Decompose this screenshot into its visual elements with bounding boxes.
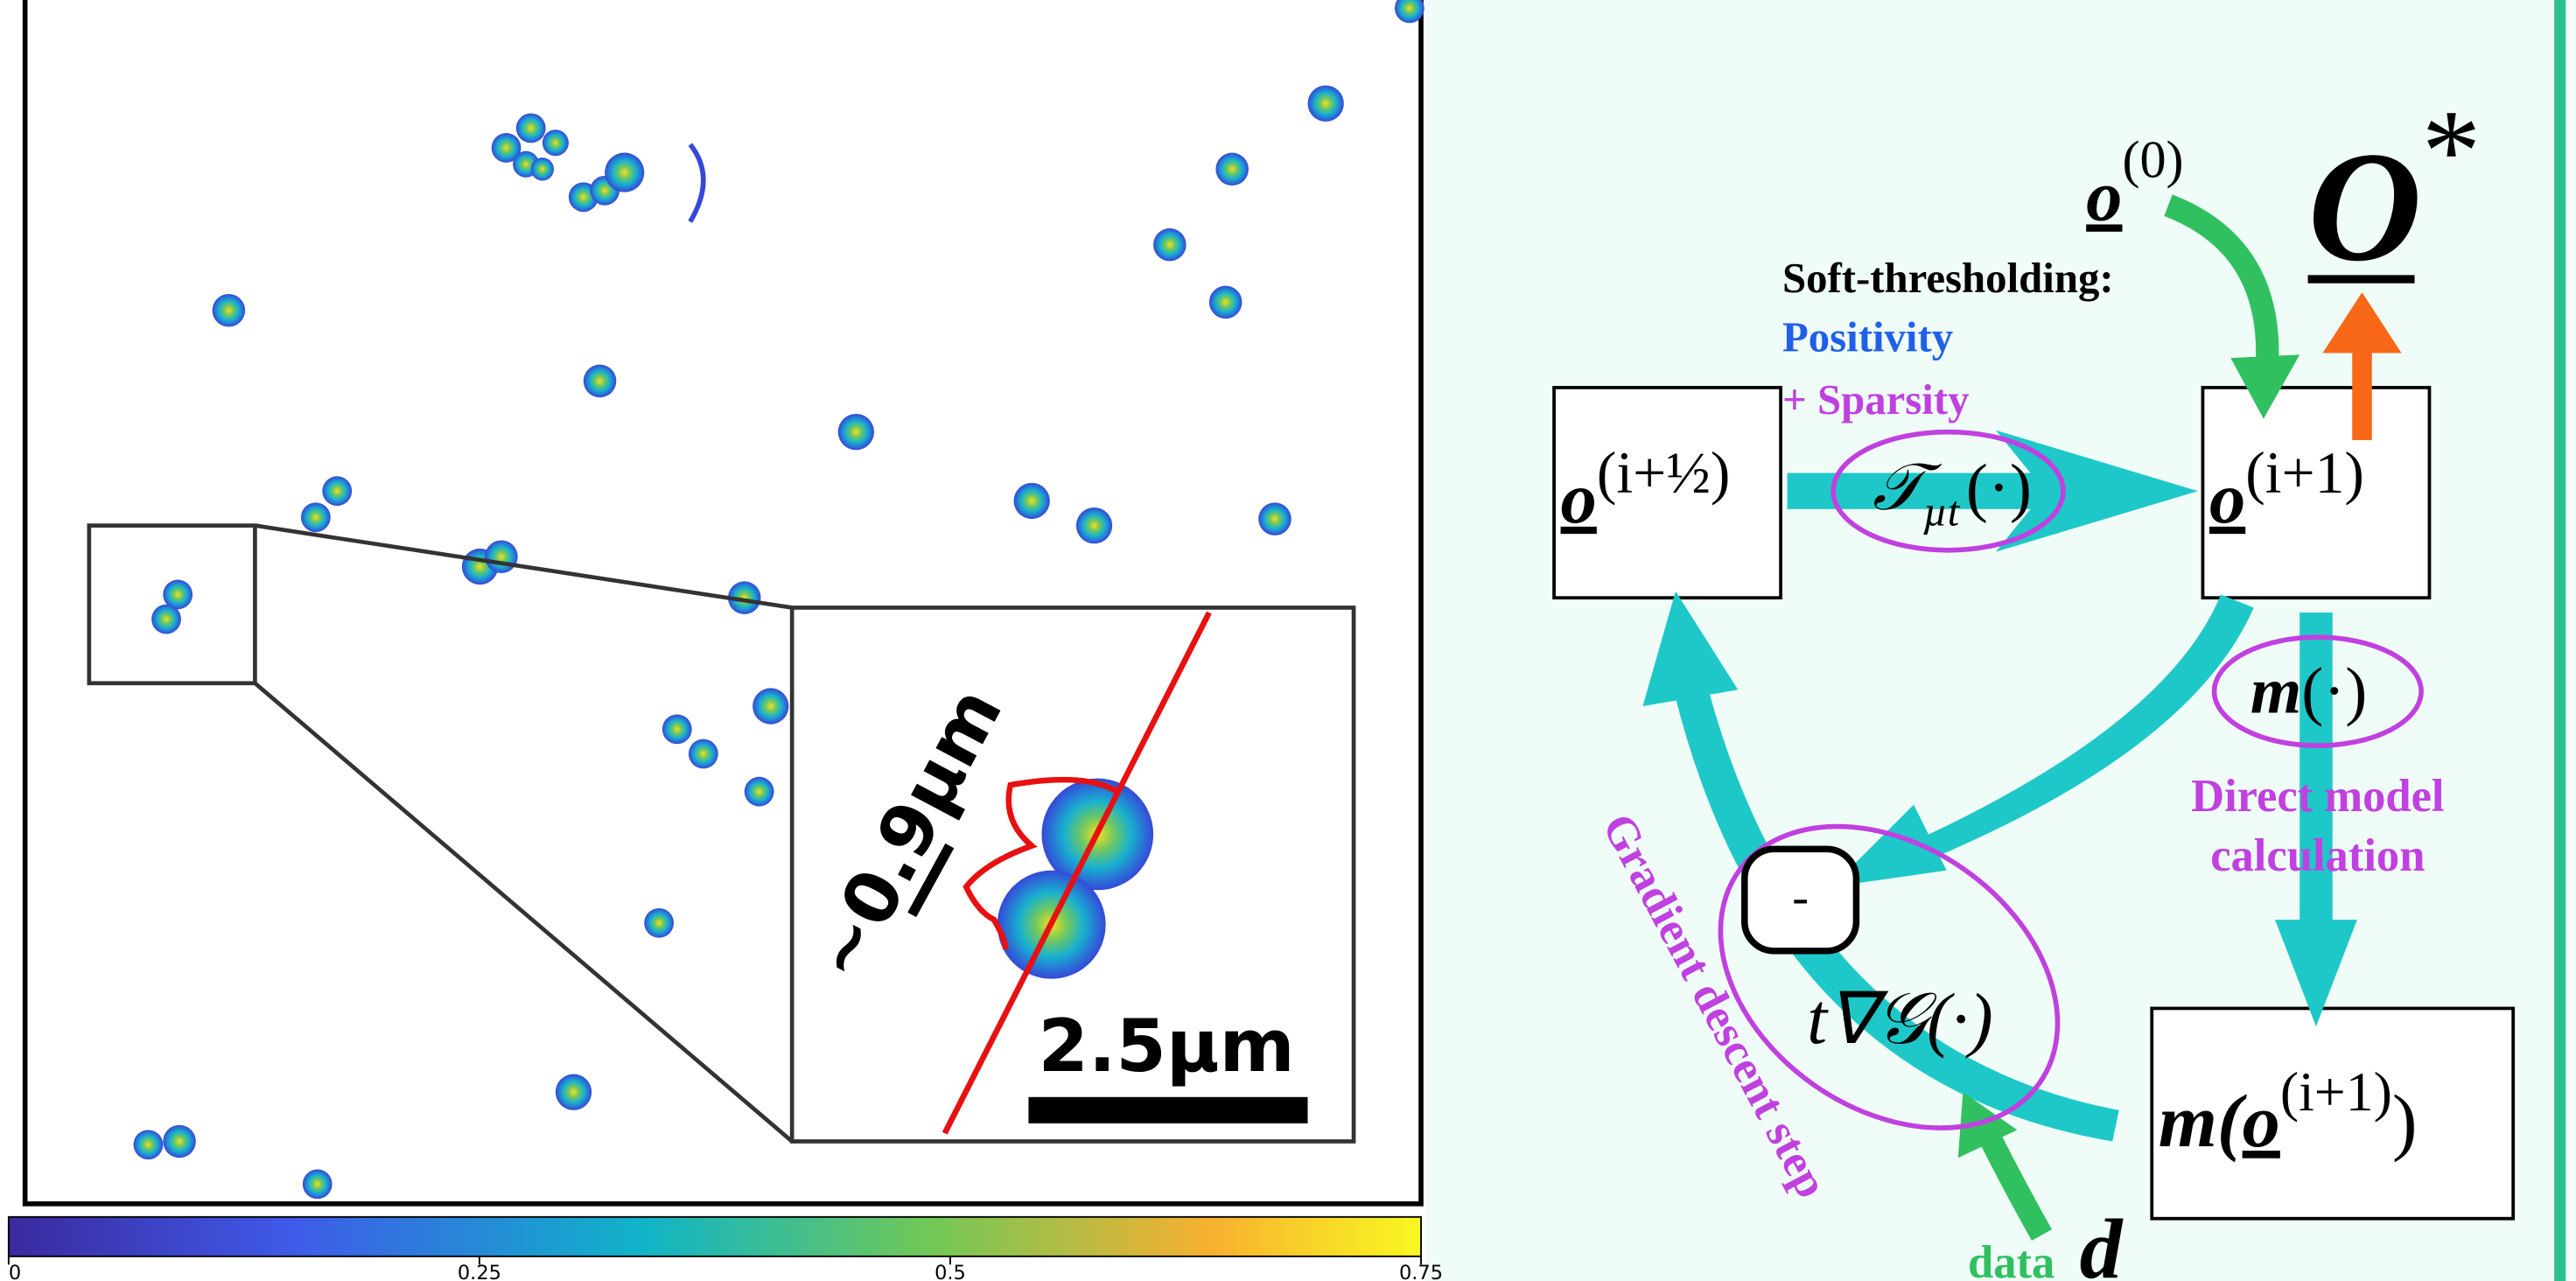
data-symbol: d (2080, 1202, 2124, 1281)
data-arrow-head (1957, 1092, 2018, 1158)
profile-line (942, 611, 1212, 1135)
gradient-label: t∇𝒢(·) (1807, 978, 1993, 1059)
model-op-label: m(·) (2250, 655, 2367, 728)
scale-bar (1028, 1096, 1308, 1124)
soft-title: Soft-thresholding: (1782, 255, 2114, 302)
model-caption: Direct model (2191, 771, 2444, 822)
arc-artifact (688, 143, 706, 223)
open: m( (2159, 1079, 2247, 1163)
symbol: O (2308, 119, 2422, 294)
output-arrow-head (2322, 292, 2402, 354)
init-arrow-head (2230, 354, 2300, 419)
minus: - (1792, 871, 1809, 925)
model-output-box (2150, 1006, 2516, 1221)
profile-curve (962, 776, 1119, 950)
zoom-box (87, 523, 257, 686)
iterate-box (2201, 386, 2432, 600)
width-marker (907, 843, 955, 918)
colorbar (7, 1215, 1422, 1257)
symbol: o (1561, 458, 1597, 538)
minus-box (1741, 845, 1860, 955)
sup: (i+½) (1597, 440, 1731, 506)
symbol: o (2209, 458, 2245, 538)
zoom-line (255, 523, 793, 610)
inner: o (2243, 1079, 2280, 1163)
sup: * (2422, 87, 2482, 217)
data-caption: data (1968, 1237, 2054, 1281)
ellipses (1718, 429, 2424, 1130)
zoom-line (253, 682, 794, 1144)
model-caption: calculation (2210, 830, 2425, 881)
symbol: m (2250, 655, 2301, 728)
positivity: Positivity (1782, 314, 1953, 361)
sup: (0) (2122, 130, 2183, 189)
symbol: o (2086, 156, 2122, 236)
output-label: O* (2308, 87, 2482, 294)
half-step-label: o(i+½) (1561, 440, 1731, 538)
data-arrow (1977, 1128, 2052, 1241)
initial-label: o(0) (2086, 130, 2183, 236)
output-arrow (2352, 345, 2372, 441)
colorbar-tick-label: 0.5 (934, 1262, 966, 1281)
sub: µt (1923, 488, 1961, 536)
blobs (133, 0, 1424, 1200)
sparsity: + Sparsity (1782, 376, 1970, 424)
init-arrow (2164, 194, 2279, 371)
arg: (·) (2301, 655, 2367, 728)
sup: (i+1) (2245, 440, 2364, 506)
close: ) (2392, 1079, 2418, 1163)
model-output-label: m(o(i+1)) (2159, 1060, 2418, 1163)
colorbar-tick-label: 0 (9, 1262, 21, 1281)
iterate-label: o(i+1) (2209, 440, 2364, 538)
colorbar-tick-label: 0.75 (1399, 1262, 1443, 1281)
sup: (i+1) (2280, 1060, 2392, 1123)
scale-bar-label: 2.5µm (1039, 1004, 1295, 1088)
edge-stripe (2554, 0, 2566, 1281)
half-step-box (1552, 386, 1782, 600)
colorbar-tick-label: 0.25 (458, 1262, 501, 1281)
arg: (·) (1966, 452, 2032, 524)
